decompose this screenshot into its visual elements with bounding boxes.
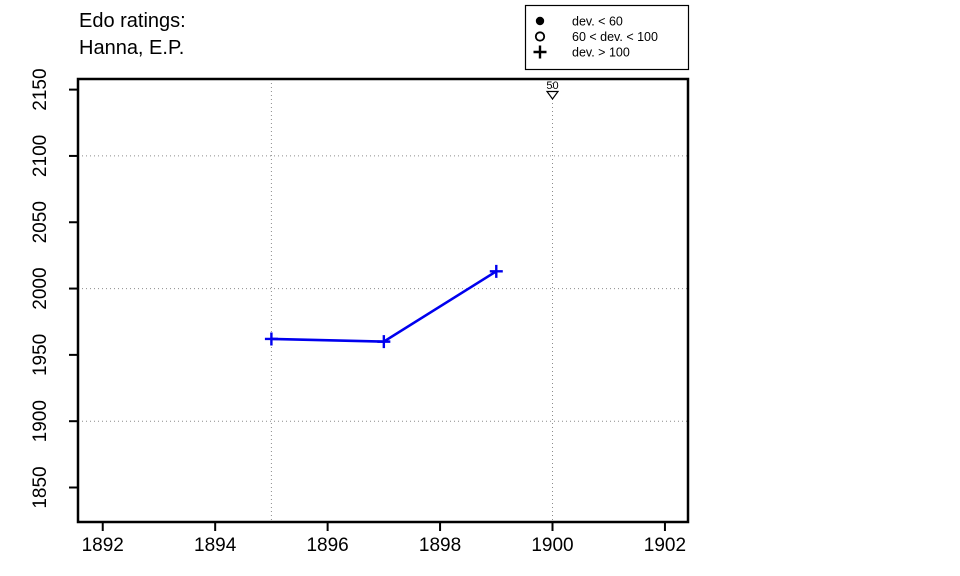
chart-gridlines <box>78 79 688 522</box>
y-axis-tick-label: 1900 <box>30 400 51 442</box>
open-circle-icon <box>534 31 546 42</box>
event-marker-label: 50 <box>546 80 558 92</box>
y-axis-tick-label: 2150 <box>30 68 51 110</box>
legend-box <box>524 4 690 71</box>
x-axis-tick-label: 1896 <box>306 535 348 556</box>
data-point-marker <box>264 332 278 346</box>
chart-title-line1: Edo ratings: <box>79 10 186 32</box>
chart-title-line2: Hanna, E.P. <box>79 37 184 59</box>
y-axis-tick-label: 1950 <box>30 334 51 376</box>
y-axis-tick-label: 2050 <box>30 201 51 243</box>
data-point-marker <box>489 264 503 278</box>
y-axis-tick-label: 2000 <box>30 267 51 309</box>
x-axis-tick-label: 1892 <box>82 535 124 556</box>
x-axis-tick-label: 1902 <box>644 535 686 556</box>
chart-event-markers: 50 <box>545 80 560 101</box>
legend-item-label: dev. < 60 <box>572 15 623 29</box>
y-axis-tick-label: 2100 <box>30 135 51 177</box>
plus-icon <box>533 45 547 59</box>
chart-axes: 1892 1894 1896 1898 1900 1902 1850 1900 1950 2000… <box>30 68 690 556</box>
filled-circle-icon <box>535 16 545 26</box>
data-point-marker <box>377 335 391 349</box>
rating-line <box>270 270 498 343</box>
y-axis-tick-label: 1850 <box>30 466 51 508</box>
x-axis-tick-label: 1900 <box>531 535 573 556</box>
chart-series <box>264 264 503 349</box>
event-marker-symbol <box>545 90 560 101</box>
x-axis-tick-label: 1898 <box>419 535 461 556</box>
plot-border <box>76 77 690 524</box>
legend-item-label: 60 < dev. < 100 <box>572 30 658 44</box>
x-axis-tick-label: 1894 <box>194 535 237 556</box>
legend-item-label: dev. > 100 <box>572 46 630 60</box>
chart-title: Edo ratings: Hanna, E.P. <box>79 10 186 59</box>
